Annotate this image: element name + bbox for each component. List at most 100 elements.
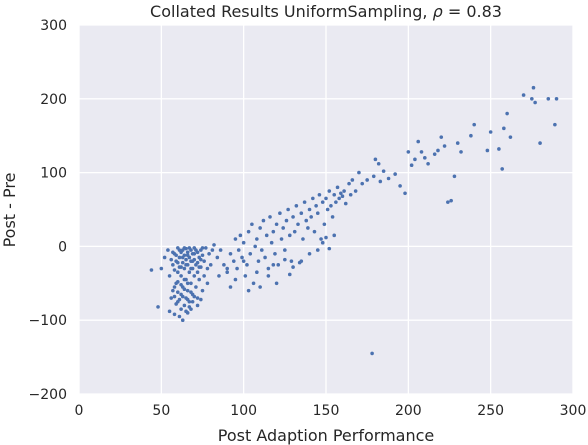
data-point xyxy=(274,222,279,227)
data-point xyxy=(194,285,198,289)
y-tick-labels: −200 −100 0 100 200 300 xyxy=(29,18,67,403)
data-point xyxy=(177,248,182,252)
data-point xyxy=(176,290,180,294)
data-point xyxy=(306,226,310,230)
data-point xyxy=(187,270,192,275)
data-point xyxy=(245,263,249,267)
data-point xyxy=(185,297,190,302)
data-point xyxy=(184,257,188,262)
data-point xyxy=(149,268,154,272)
data-point xyxy=(200,288,205,293)
data-point xyxy=(200,253,205,258)
data-point xyxy=(187,246,192,250)
x-tick-label: 0 xyxy=(75,403,84,419)
data-point xyxy=(261,218,266,223)
data-point xyxy=(436,148,440,153)
data-point xyxy=(324,196,328,201)
data-point xyxy=(469,133,473,138)
data-point xyxy=(271,263,276,267)
x-gridlines xyxy=(78,25,574,394)
data-point xyxy=(199,257,203,262)
data-point xyxy=(370,351,374,356)
data-point xyxy=(409,163,414,168)
x-tick-label: 50 xyxy=(152,403,170,419)
data-point xyxy=(319,237,323,241)
data-point xyxy=(406,150,411,154)
data-point xyxy=(190,259,195,263)
data-point xyxy=(197,277,202,282)
data-point xyxy=(530,97,534,101)
data-point xyxy=(185,281,190,286)
data-point xyxy=(203,246,208,250)
data-point xyxy=(182,246,187,250)
chart-title: Collated Results UniformSampling, ρ = 0.… xyxy=(150,2,502,21)
data-point xyxy=(531,85,536,90)
data-point xyxy=(312,229,317,234)
data-point xyxy=(174,302,178,306)
data-point xyxy=(217,274,221,278)
data-point xyxy=(215,255,220,260)
data-points xyxy=(149,85,559,356)
data-point xyxy=(225,266,229,271)
data-point xyxy=(258,226,262,230)
data-point xyxy=(182,303,187,308)
data-point xyxy=(231,259,236,263)
data-point xyxy=(320,240,325,245)
data-point xyxy=(228,251,233,256)
y-tick-label: 0 xyxy=(58,239,67,255)
data-point xyxy=(184,309,188,314)
data-point xyxy=(205,281,210,286)
data-point xyxy=(291,265,295,269)
data-point xyxy=(222,263,226,267)
data-point xyxy=(169,257,174,262)
data-point xyxy=(189,266,193,271)
data-point xyxy=(167,274,172,278)
data-point xyxy=(162,255,167,260)
data-point xyxy=(264,233,269,238)
data-point xyxy=(185,253,190,258)
data-point xyxy=(236,248,241,252)
data-point xyxy=(174,253,178,258)
y-tick-label: 200 xyxy=(40,92,67,108)
data-point xyxy=(459,150,463,154)
data-point xyxy=(182,277,187,282)
data-point xyxy=(218,248,223,252)
data-point xyxy=(263,255,267,260)
y-tick-label: −200 xyxy=(29,387,67,403)
data-point xyxy=(268,215,272,219)
data-point xyxy=(538,141,542,145)
data-point xyxy=(195,260,200,265)
data-point xyxy=(311,196,315,201)
data-point xyxy=(250,222,254,227)
data-point xyxy=(334,200,338,204)
data-point xyxy=(246,229,251,234)
data-point xyxy=(255,237,259,241)
x-tick-label: 300 xyxy=(560,403,587,419)
data-point xyxy=(180,260,185,265)
data-point xyxy=(182,287,187,292)
data-point xyxy=(182,266,187,271)
data-point xyxy=(172,268,177,272)
data-point xyxy=(302,200,307,204)
data-point xyxy=(195,296,200,300)
data-point xyxy=(185,250,190,255)
data-point xyxy=(287,272,292,277)
data-point xyxy=(309,215,313,219)
data-point xyxy=(304,218,309,223)
data-point xyxy=(228,285,233,289)
data-point xyxy=(287,233,292,238)
data-point xyxy=(307,251,312,256)
data-point xyxy=(276,263,281,267)
data-point xyxy=(192,294,197,299)
data-point xyxy=(332,192,337,197)
data-point xyxy=(296,222,300,227)
data-point xyxy=(179,265,183,269)
data-point xyxy=(171,263,175,267)
data-point xyxy=(371,174,376,179)
data-point xyxy=(446,200,450,204)
data-point xyxy=(325,207,330,212)
data-point xyxy=(348,192,353,197)
data-point xyxy=(342,189,346,193)
data-point xyxy=(179,274,183,278)
data-point xyxy=(554,97,559,101)
